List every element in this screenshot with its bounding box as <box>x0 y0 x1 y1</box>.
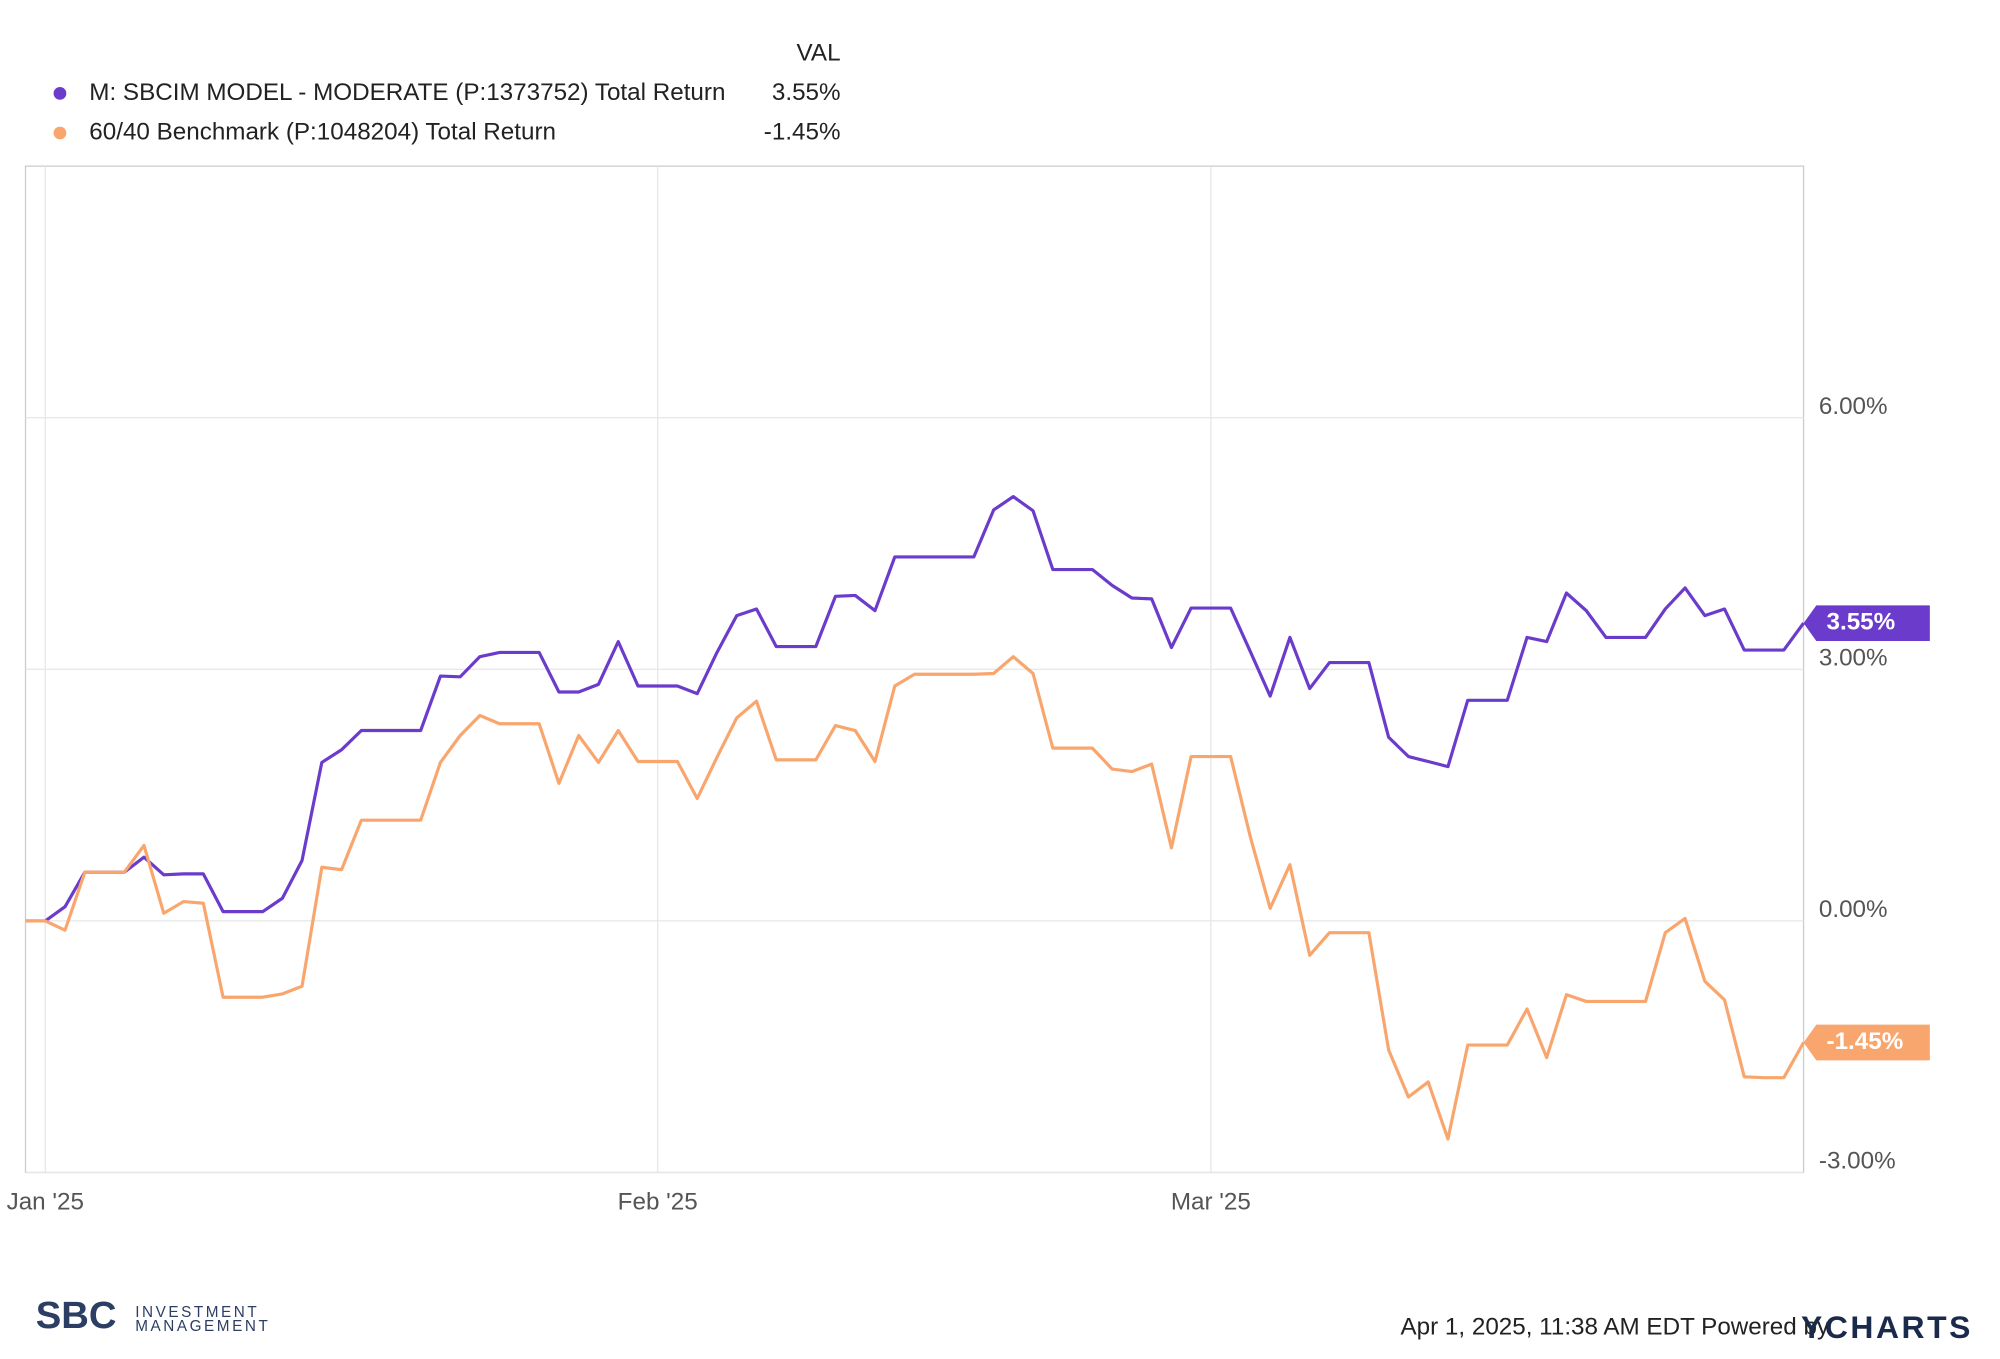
legend-value: 3.55% <box>772 79 841 106</box>
y-tick-label: -3.00% <box>1819 1148 1896 1175</box>
end-badge-label: 3.55% <box>1827 609 1896 636</box>
legend-marker <box>53 126 67 140</box>
logo-line1: INVESTMENT <box>135 1304 259 1321</box>
logo-name: SBC <box>36 1294 117 1337</box>
footer-timestamp: Apr 1, 2025, 11:38 AM EDT Powered by <box>1401 1314 1830 1341</box>
legend-label: 60/40 Benchmark (P:1048204) Total Return <box>89 118 556 145</box>
series-line <box>25 655 1805 1141</box>
x-tick-label: Jan '25 <box>7 1189 84 1216</box>
y-tick-label: 6.00% <box>1819 393 1888 420</box>
legend-value: -1.45% <box>764 118 841 145</box>
legend-label: M: SBCIM MODEL - MODERATE (P:1373752) To… <box>89 79 725 106</box>
y-tick-label: 0.00% <box>1819 896 1888 923</box>
end-badge <box>1803 605 1930 642</box>
y-tick-label: 3.00% <box>1819 644 1888 671</box>
x-tick-label: Feb '25 <box>618 1189 698 1216</box>
end-badge-label: -1.45% <box>1827 1028 1904 1055</box>
footer-brand: YCHARTS <box>1801 1309 1973 1345</box>
legend-marker <box>53 87 67 100</box>
end-badge <box>1803 1024 1930 1061</box>
series-line <box>25 494 1805 923</box>
legend-header: VAL <box>797 39 841 66</box>
x-tick-label: Mar '25 <box>1171 1189 1251 1216</box>
logo-line2: MANAGEMENT <box>135 1318 270 1335</box>
